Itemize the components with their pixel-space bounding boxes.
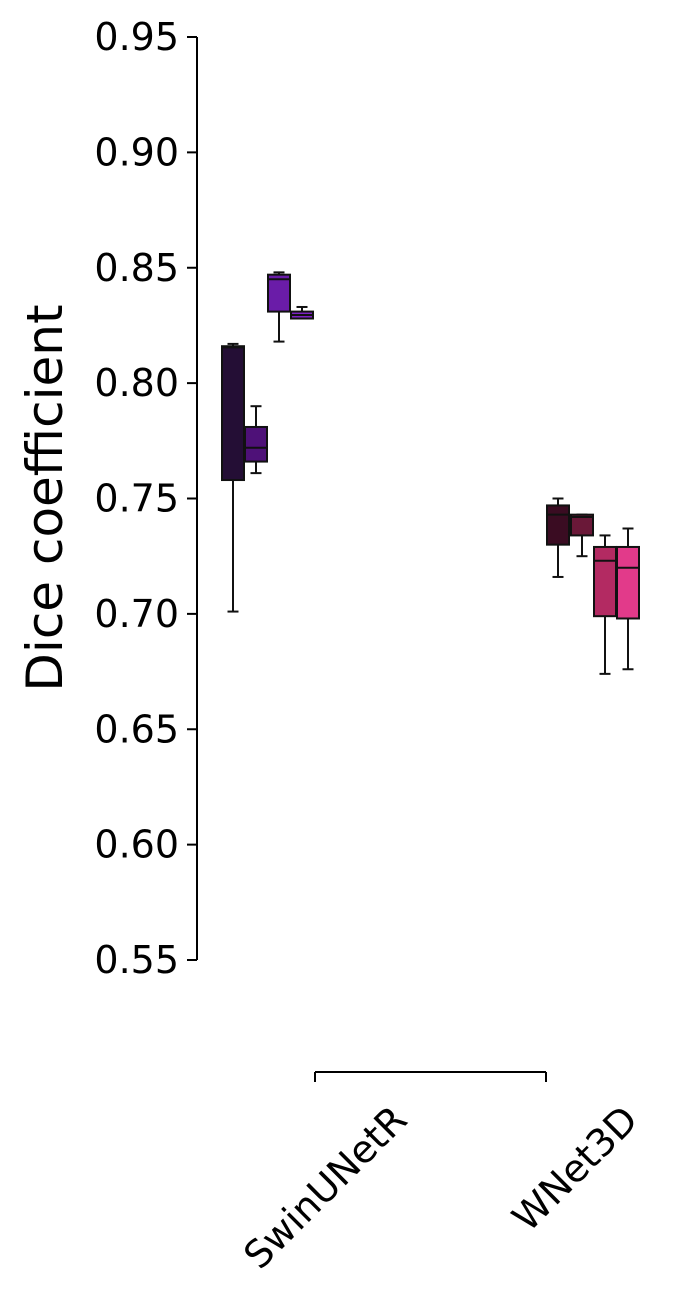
- y-tick-label: 0.80: [94, 361, 179, 405]
- box-1: [244, 405, 268, 475]
- box-4: [546, 497, 570, 578]
- box-iqr: [593, 545, 617, 618]
- y-tick-label: 0.55: [94, 938, 179, 982]
- boxes-layer: [221, 271, 640, 675]
- y-tick-label: 0.65: [94, 707, 179, 751]
- box-5: [570, 513, 594, 558]
- y-tick-label: 0.95: [94, 15, 179, 59]
- box-iqr: [267, 273, 291, 313]
- box-iqr: [546, 504, 570, 546]
- y-axis-title: Dice coefficient: [16, 304, 74, 691]
- box-iqr: [221, 345, 245, 482]
- box-0: [221, 342, 245, 613]
- box-3: [290, 305, 314, 320]
- y-tick-label: 0.60: [94, 823, 179, 867]
- box-iqr: [570, 513, 594, 537]
- y-tick-label: 0.90: [94, 130, 179, 174]
- box-6: [593, 534, 617, 675]
- y-axis: 0.55 0.60 0.65 0.70 0.75 0.80 0.85 0.90 0.95: [94, 15, 198, 982]
- box-iqr: [244, 425, 268, 463]
- y-tick-label: 0.70: [94, 592, 179, 636]
- box-iqr: [616, 545, 640, 620]
- box-7: [616, 527, 640, 671]
- y-tick-label: 0.85: [94, 246, 179, 290]
- y-tick-label: 0.75: [94, 477, 179, 521]
- x-axis: SwinUNetR WNet3D: [235, 1071, 647, 1277]
- box-2: [267, 271, 291, 343]
- x-tick-label: WNet3D: [504, 1097, 647, 1240]
- x-tick-label: SwinUNetR: [235, 1097, 415, 1277]
